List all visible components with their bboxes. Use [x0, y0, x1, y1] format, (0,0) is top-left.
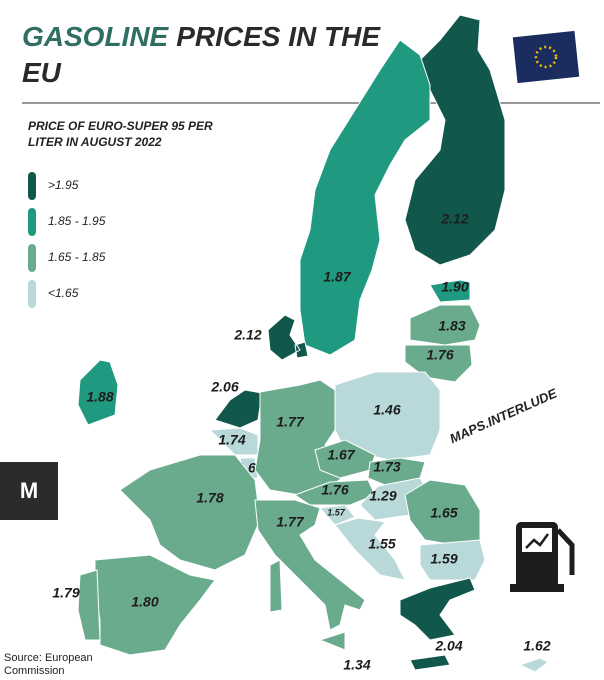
- region: 1.83: [409, 304, 481, 346]
- region: 2.04: [399, 577, 476, 671]
- region-value: 1.88: [86, 389, 113, 405]
- region-shape: [399, 577, 476, 671]
- region-shape: [318, 504, 356, 526]
- legend-swatch: [28, 208, 36, 236]
- region: 1.87: [299, 39, 431, 356]
- region-shape: [334, 371, 441, 461]
- subtitle: LITER IN AUGUST 2022: [28, 135, 162, 149]
- region: 1.46: [334, 371, 441, 461]
- region-value: 1.76: [426, 347, 453, 363]
- eu-flag: [512, 30, 580, 84]
- source: Commission: [4, 665, 65, 677]
- region-shape: [254, 499, 366, 651]
- region-value: 2.06: [210, 379, 238, 395]
- region-value: 1.46: [373, 402, 400, 418]
- region: 1.65: [404, 479, 481, 546]
- region-shape: [77, 569, 101, 641]
- region-value: 1.55: [368, 536, 395, 552]
- region-value: 1.74: [218, 432, 245, 448]
- region-value: 1.83: [438, 318, 465, 334]
- region: 2.06: [210, 379, 263, 429]
- region-value: 2.12: [440, 211, 468, 227]
- region-shape: [267, 314, 309, 361]
- region: 1.76: [293, 479, 376, 506]
- region-value: 1.73: [373, 459, 400, 475]
- watermark: MAPS.INTERLUDE: [447, 385, 559, 446]
- legend-label: <1.65: [48, 286, 79, 300]
- legend-swatch: [28, 280, 36, 308]
- legend-label: 1.65 - 1.85: [48, 250, 106, 264]
- region-value: 1.34: [343, 657, 370, 673]
- title: GASOLINE PRICES IN THE: [22, 21, 381, 52]
- region-value: 1.79: [52, 585, 79, 601]
- title-highlight: GASOLINE: [22, 21, 170, 52]
- region-shape: [409, 304, 481, 346]
- region: 1.80: [94, 554, 216, 656]
- region: 1.78: [119, 454, 261, 571]
- region: 1.88: [77, 359, 119, 426]
- regions: 2.12 1.87 1.90 1.83 1.76 2.12 1.88 2.06 …: [52, 14, 551, 673]
- region-shape: [429, 279, 471, 303]
- region: 1.59: [419, 539, 486, 581]
- region-shape: [214, 389, 263, 429]
- region-value: 1.76: [321, 482, 348, 498]
- region: 1.57: [318, 504, 356, 526]
- region: 1.74: [208, 427, 259, 456]
- logo: M: [0, 462, 58, 520]
- region-value: 1.78: [196, 490, 223, 506]
- legend-swatch: [28, 244, 36, 272]
- legend: >1.95 1.85 - 1.95 1.65 - 1.85 <1.65: [28, 172, 106, 308]
- region-shape: [518, 657, 549, 673]
- logo-text: M: [20, 478, 38, 503]
- region-shape: [299, 39, 431, 356]
- title-rest: PRICES IN THE: [176, 21, 381, 52]
- region-shape: [419, 539, 486, 581]
- region-value: 1.77: [276, 414, 304, 430]
- legend-swatch: [28, 172, 36, 200]
- legend-label: 1.85 - 1.95: [48, 214, 106, 228]
- region: 2.12: [404, 14, 506, 266]
- region-shape: [119, 454, 261, 571]
- subtitle: PRICE OF EURO-SUPER 95 PER: [28, 119, 213, 133]
- region-shape: [77, 359, 119, 426]
- region: 1.55: [334, 517, 406, 581]
- region: 2.12: [233, 314, 309, 361]
- region: 1.79: [52, 569, 101, 641]
- region: 1.62: [518, 638, 551, 673]
- region: 1.90: [429, 279, 471, 303]
- region-value: 1.57: [327, 507, 346, 517]
- fuel-pump-icon: [510, 522, 575, 592]
- source: Source: European: [4, 652, 93, 664]
- region-value: 1.59: [430, 551, 457, 567]
- legend-label: >1.95: [48, 178, 79, 192]
- region-shape: [334, 517, 406, 581]
- region-shape: [254, 379, 346, 496]
- region-shape: [208, 427, 259, 456]
- region-shape: [404, 14, 506, 266]
- region-value: 1.62: [523, 638, 550, 654]
- region-value: 1.65: [430, 505, 457, 521]
- region-value: 1.67: [327, 447, 355, 463]
- region-value: 1.77: [276, 514, 304, 530]
- region-value: 1.90: [441, 279, 468, 295]
- region-value: 2.12: [233, 327, 261, 343]
- region-value: 1.87: [323, 269, 351, 285]
- region: 1.77: [254, 379, 346, 496]
- region: 1.73: [367, 457, 426, 486]
- region-value: 1.29: [369, 488, 396, 504]
- region-value: 2.04: [434, 638, 462, 654]
- region: 1.77: [254, 499, 366, 651]
- title-line-2: EU: [22, 57, 62, 88]
- region: 1.34: [343, 657, 370, 673]
- region-value: 1.80: [131, 594, 158, 610]
